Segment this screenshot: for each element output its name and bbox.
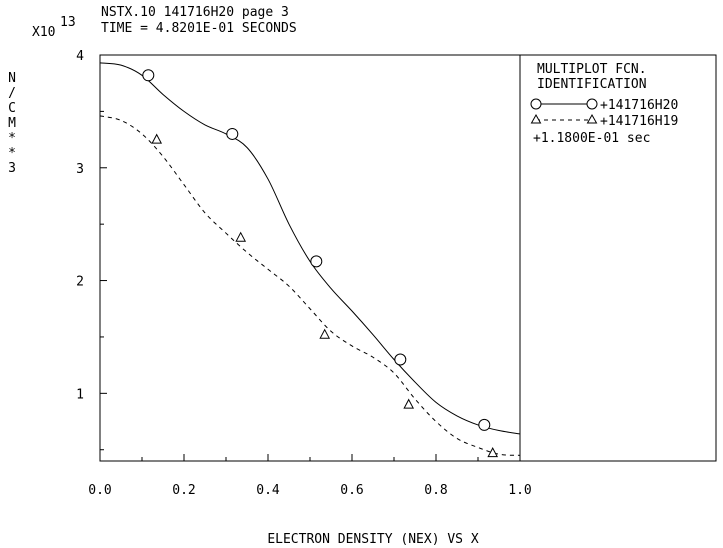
legend-title-line1: MULTIPLOT FCN. — [537, 62, 647, 77]
series-line-141716H20 — [99, 62, 521, 435]
legend-frame — [519, 54, 717, 462]
header-run-line: NSTX.10 141716H20 page 3 — [101, 5, 289, 20]
x-tick-label: 0.6 — [340, 483, 363, 498]
y-axis-label-char: 3 — [8, 161, 16, 176]
y-axis-label-char: * — [8, 131, 16, 146]
data-point-triangle — [319, 328, 331, 339]
legend-triangle-marker-right — [586, 113, 598, 124]
y-exponent-power: 13 — [60, 15, 76, 30]
x-tick-label: 0.0 — [88, 483, 111, 498]
y-axis-label-char: N — [8, 71, 16, 86]
data-point-triangle — [403, 398, 415, 409]
y-exponent-base: X10 — [32, 25, 55, 40]
data-point-triangle — [235, 231, 247, 242]
data-point-circle — [310, 255, 323, 268]
data-point-circle — [142, 69, 155, 82]
legend-triangle-marker-left — [530, 113, 542, 124]
y-axis-label-char: M — [8, 116, 16, 131]
legend-label-h20: +141716H20 — [600, 98, 678, 113]
data-point-triangle — [151, 133, 163, 144]
y-axis-label-char: C — [8, 101, 16, 116]
y-axis-label-char: / — [8, 86, 16, 101]
x-axis-label: ELECTRON DENSITY (NEX) VS X — [267, 532, 478, 547]
x-tick-label: 0.2 — [172, 483, 195, 498]
x-tick-label: 0.8 — [424, 483, 447, 498]
x-tick-label: 0.4 — [256, 483, 280, 498]
legend-circle-marker-left — [530, 98, 542, 110]
x-tick-label: 1.0 — [508, 483, 531, 498]
y-axis-label-char: * — [8, 146, 16, 161]
y-tick-label: 1 — [76, 387, 84, 402]
plot-frame — [99, 54, 521, 462]
y-axis-label: N / C M * * 3 — [8, 71, 16, 176]
data-point-circle — [478, 418, 491, 431]
data-point-triangle — [487, 447, 499, 458]
header-time-line: TIME = 4.8201E-01 SECONDS — [101, 21, 297, 36]
series-line-141716H19 — [99, 115, 521, 456]
legend-title-line2: IDENTIFICATION — [537, 77, 647, 92]
legend-time-offset: +1.1800E-01 sec — [533, 131, 650, 146]
y-tick-label: 2 — [76, 275, 84, 290]
data-point-circle — [226, 127, 239, 140]
legend-label-h19: +141716H19 — [600, 114, 678, 129]
y-tick-label: 4 — [76, 49, 84, 64]
axes-layer: 0.0 0.2 0.4 0.6 0.8 1.0 1 2 3 4 — [76, 49, 532, 498]
y-tick-label: 3 — [76, 162, 84, 177]
data-point-circle — [394, 353, 407, 366]
series-layer — [99, 62, 521, 458]
legend-circle-marker-right — [586, 98, 598, 110]
